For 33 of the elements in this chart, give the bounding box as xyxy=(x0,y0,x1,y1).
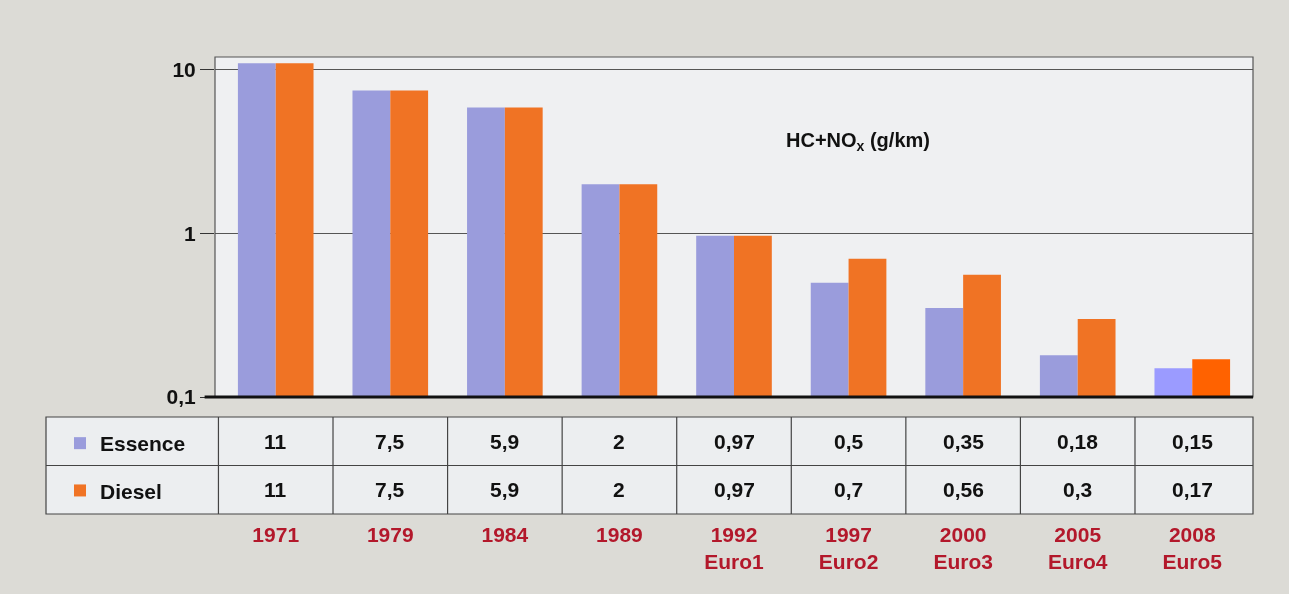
data-label: 5,9 xyxy=(490,430,520,453)
data-label: 2 xyxy=(613,478,625,501)
y-tick-label: 1 xyxy=(184,221,197,245)
data-label: 0,97 xyxy=(714,478,755,501)
x-tick-label: 2000 Euro3 xyxy=(933,523,993,574)
x-tick-label: 1984 xyxy=(481,523,529,546)
x-tick-label: 1992 Euro1 xyxy=(704,523,765,574)
data-label: 5,9 xyxy=(490,478,520,501)
data-label: 0,3 xyxy=(1063,478,1093,501)
data-label: 0,15 xyxy=(1172,430,1214,453)
y-tick-label: 10 xyxy=(172,58,196,82)
x-tick-label: 2008 Euro5 xyxy=(1162,523,1223,574)
data-label: 11 xyxy=(264,430,287,453)
data-label: 0,18 xyxy=(1057,430,1099,453)
legend-label: Essence xyxy=(100,432,186,456)
data-label: 0,17 xyxy=(1172,478,1213,501)
data-label: 0,56 xyxy=(943,478,984,501)
data-label: 0,97 xyxy=(714,430,755,453)
text: HC+NO$_{x}$ (g/km) xyxy=(786,129,930,155)
data-label: 7,5 xyxy=(375,478,405,501)
data-label: 2 xyxy=(613,430,625,453)
x-tick-label: 1997 Euro2 xyxy=(818,523,879,574)
x-tick-label: 2005 Euro4 xyxy=(1047,523,1108,574)
legend-label: Diesel xyxy=(100,479,162,503)
data-label: 7,5 xyxy=(375,430,405,453)
y-tick-label: 0,1 xyxy=(166,385,197,409)
x-tick-label: 1979 xyxy=(366,523,414,546)
data-label: 0,35 xyxy=(943,430,985,453)
data-label: 11 xyxy=(264,478,287,501)
x-tick-label: 1971 xyxy=(252,523,300,546)
data-label: 0,7 xyxy=(834,478,864,501)
data-label: 0,5 xyxy=(834,430,864,453)
x-tick-label: 1989 xyxy=(596,523,643,546)
